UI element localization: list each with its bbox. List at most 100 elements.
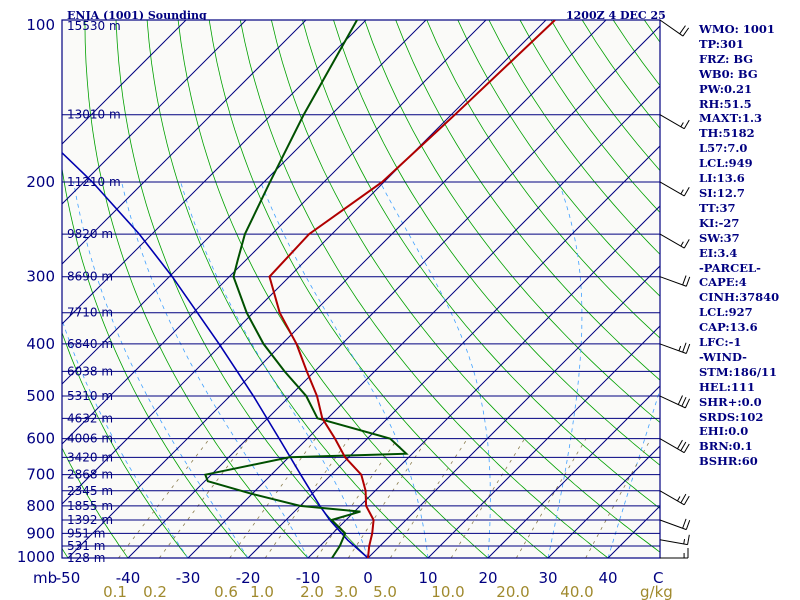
mixing-ratio-label: 0.2 [143, 583, 167, 600]
stat-line: TT:37 [699, 200, 736, 215]
mixing-ratio-line [389, 438, 468, 558]
height-label: 951 m [67, 526, 105, 540]
wind-barb-flag [682, 27, 690, 37]
height-label: 5310 m [67, 389, 113, 403]
parcel-trace [62, 151, 369, 558]
stat-line: STM:186/11 [699, 364, 778, 379]
temperature-tick-label: 30 [538, 569, 557, 587]
stat-line: CAPE:4 [699, 275, 747, 290]
wind-barb-flag [685, 343, 691, 354]
temperature-tick-label: -30 [176, 569, 201, 587]
temperature-tick-label: 10 [418, 569, 437, 587]
mixing-ratio-line [515, 438, 587, 558]
isotherm [127, 25, 660, 558]
temperature-tick-label: 20 [478, 569, 497, 587]
stat-line: BRN:0.1 [699, 439, 753, 454]
mixing-ratio-label: 0.1 [103, 583, 127, 600]
wind-barb-staff [659, 490, 685, 506]
stat-line: SW:37 [699, 230, 740, 245]
stat-line: HEL:111 [699, 379, 755, 394]
moist-adiabat [260, 181, 429, 558]
pressure-tick-label: 300 [26, 268, 55, 286]
temperature-tick-label: 40 [598, 569, 617, 587]
height-label: 531 m [67, 539, 105, 553]
temperature-tick-label: -10 [296, 569, 321, 587]
wind-barb [659, 342, 691, 354]
wind-barb-half-flag [680, 189, 684, 195]
height-label: 128 m [67, 551, 105, 565]
pressure-tick-label: 500 [26, 387, 55, 405]
pressure-tick-label: 900 [26, 524, 55, 542]
height-label: 3420 m [67, 450, 113, 464]
isotherm [62, 20, 487, 445]
temperature-trace [268, 20, 556, 558]
sounding-title: ENJA (1001) Sounding [67, 9, 207, 22]
pressure-tick-label: 200 [26, 173, 55, 191]
temperature-tick-label: 0 [363, 569, 373, 587]
isotherm [62, 20, 427, 385]
mixing-ratio-line [585, 438, 652, 558]
wind-barb-half-flag [683, 538, 686, 545]
isotherm [187, 85, 660, 558]
wind-barb-flag [683, 495, 690, 506]
temperature-tick-label: -50 [56, 569, 81, 587]
height-label: 15530 m [67, 19, 121, 33]
isotherm [367, 265, 660, 558]
mb-unit-label: mb [33, 569, 57, 587]
stat-line: BSHR:60 [699, 454, 758, 469]
wind-barb-flag [683, 239, 690, 249]
stat-line: RH:51.5 [699, 96, 752, 111]
height-label: 13010 m [67, 108, 121, 122]
wind-barb [659, 19, 690, 37]
mixing-ratio-label: 40.0 [560, 583, 593, 600]
stat-line: TH:5182 [699, 126, 755, 141]
wind-barb [659, 275, 691, 287]
stat-line: -WIND- [699, 349, 747, 364]
wind-barb-staff [659, 539, 688, 546]
isotherm [427, 325, 660, 558]
pressure-tick-label: 800 [26, 497, 55, 515]
wind-barb-staff [659, 114, 685, 130]
mixing-ratio-label: 1.0 [250, 583, 274, 600]
wind-barb [659, 534, 690, 546]
height-label: 1855 m [67, 499, 113, 513]
stats-panel: WMO: 1001 TP:301 FRZ: BG WB0: BG PW:0.21 RH:5… [699, 22, 779, 469]
plot-area [62, 20, 660, 558]
mixing-ratio-line [347, 438, 429, 558]
wind-barb-flag [679, 25, 686, 35]
wind-barb-staff [659, 519, 687, 531]
stat-line: LCL:949 [699, 156, 753, 171]
stat-line: EHI:0.0 [699, 424, 749, 439]
stat-line: WB0: BG [699, 66, 758, 81]
wind-barb-flag [680, 493, 687, 504]
stat-line: KI:-27 [699, 215, 740, 230]
mixing-ratio-label: 20.0 [496, 583, 529, 600]
stat-line: EI:3.4 [699, 245, 738, 260]
height-label: 2345 m [67, 484, 113, 498]
gkg-unit-label: g/kg [640, 583, 673, 600]
wind-barb-flag [682, 275, 687, 286]
wind-barb-flag [683, 187, 690, 197]
mixing-ratio-label: 2.0 [300, 583, 324, 600]
wind-barb [659, 490, 690, 506]
celsius-unit-label: C [653, 569, 663, 587]
height-label: 7710 m [67, 306, 113, 320]
wind-barb [659, 395, 691, 409]
pressure-tick-label: 700 [26, 466, 55, 484]
isotherm [62, 20, 307, 265]
wind-barb-staff [659, 233, 685, 249]
stat-line: SI:12.7 [699, 185, 745, 200]
wind-barb [659, 518, 691, 531]
height-label: 6840 m [67, 337, 113, 351]
stat-line: WMO: 1001 [699, 22, 775, 36]
wind-barb-flag [687, 534, 690, 545]
wind-barb-flag [683, 443, 690, 453]
pressure-tick-label: 600 [26, 430, 55, 448]
mixing-ratio-line [316, 438, 398, 558]
temperature-tick-label: -40 [116, 569, 141, 587]
height-label: 6038 m [67, 364, 113, 378]
mixing-ratio-label: 5.0 [373, 583, 397, 600]
stat-line: TP:301 [699, 36, 745, 51]
isotherm [67, 20, 607, 558]
